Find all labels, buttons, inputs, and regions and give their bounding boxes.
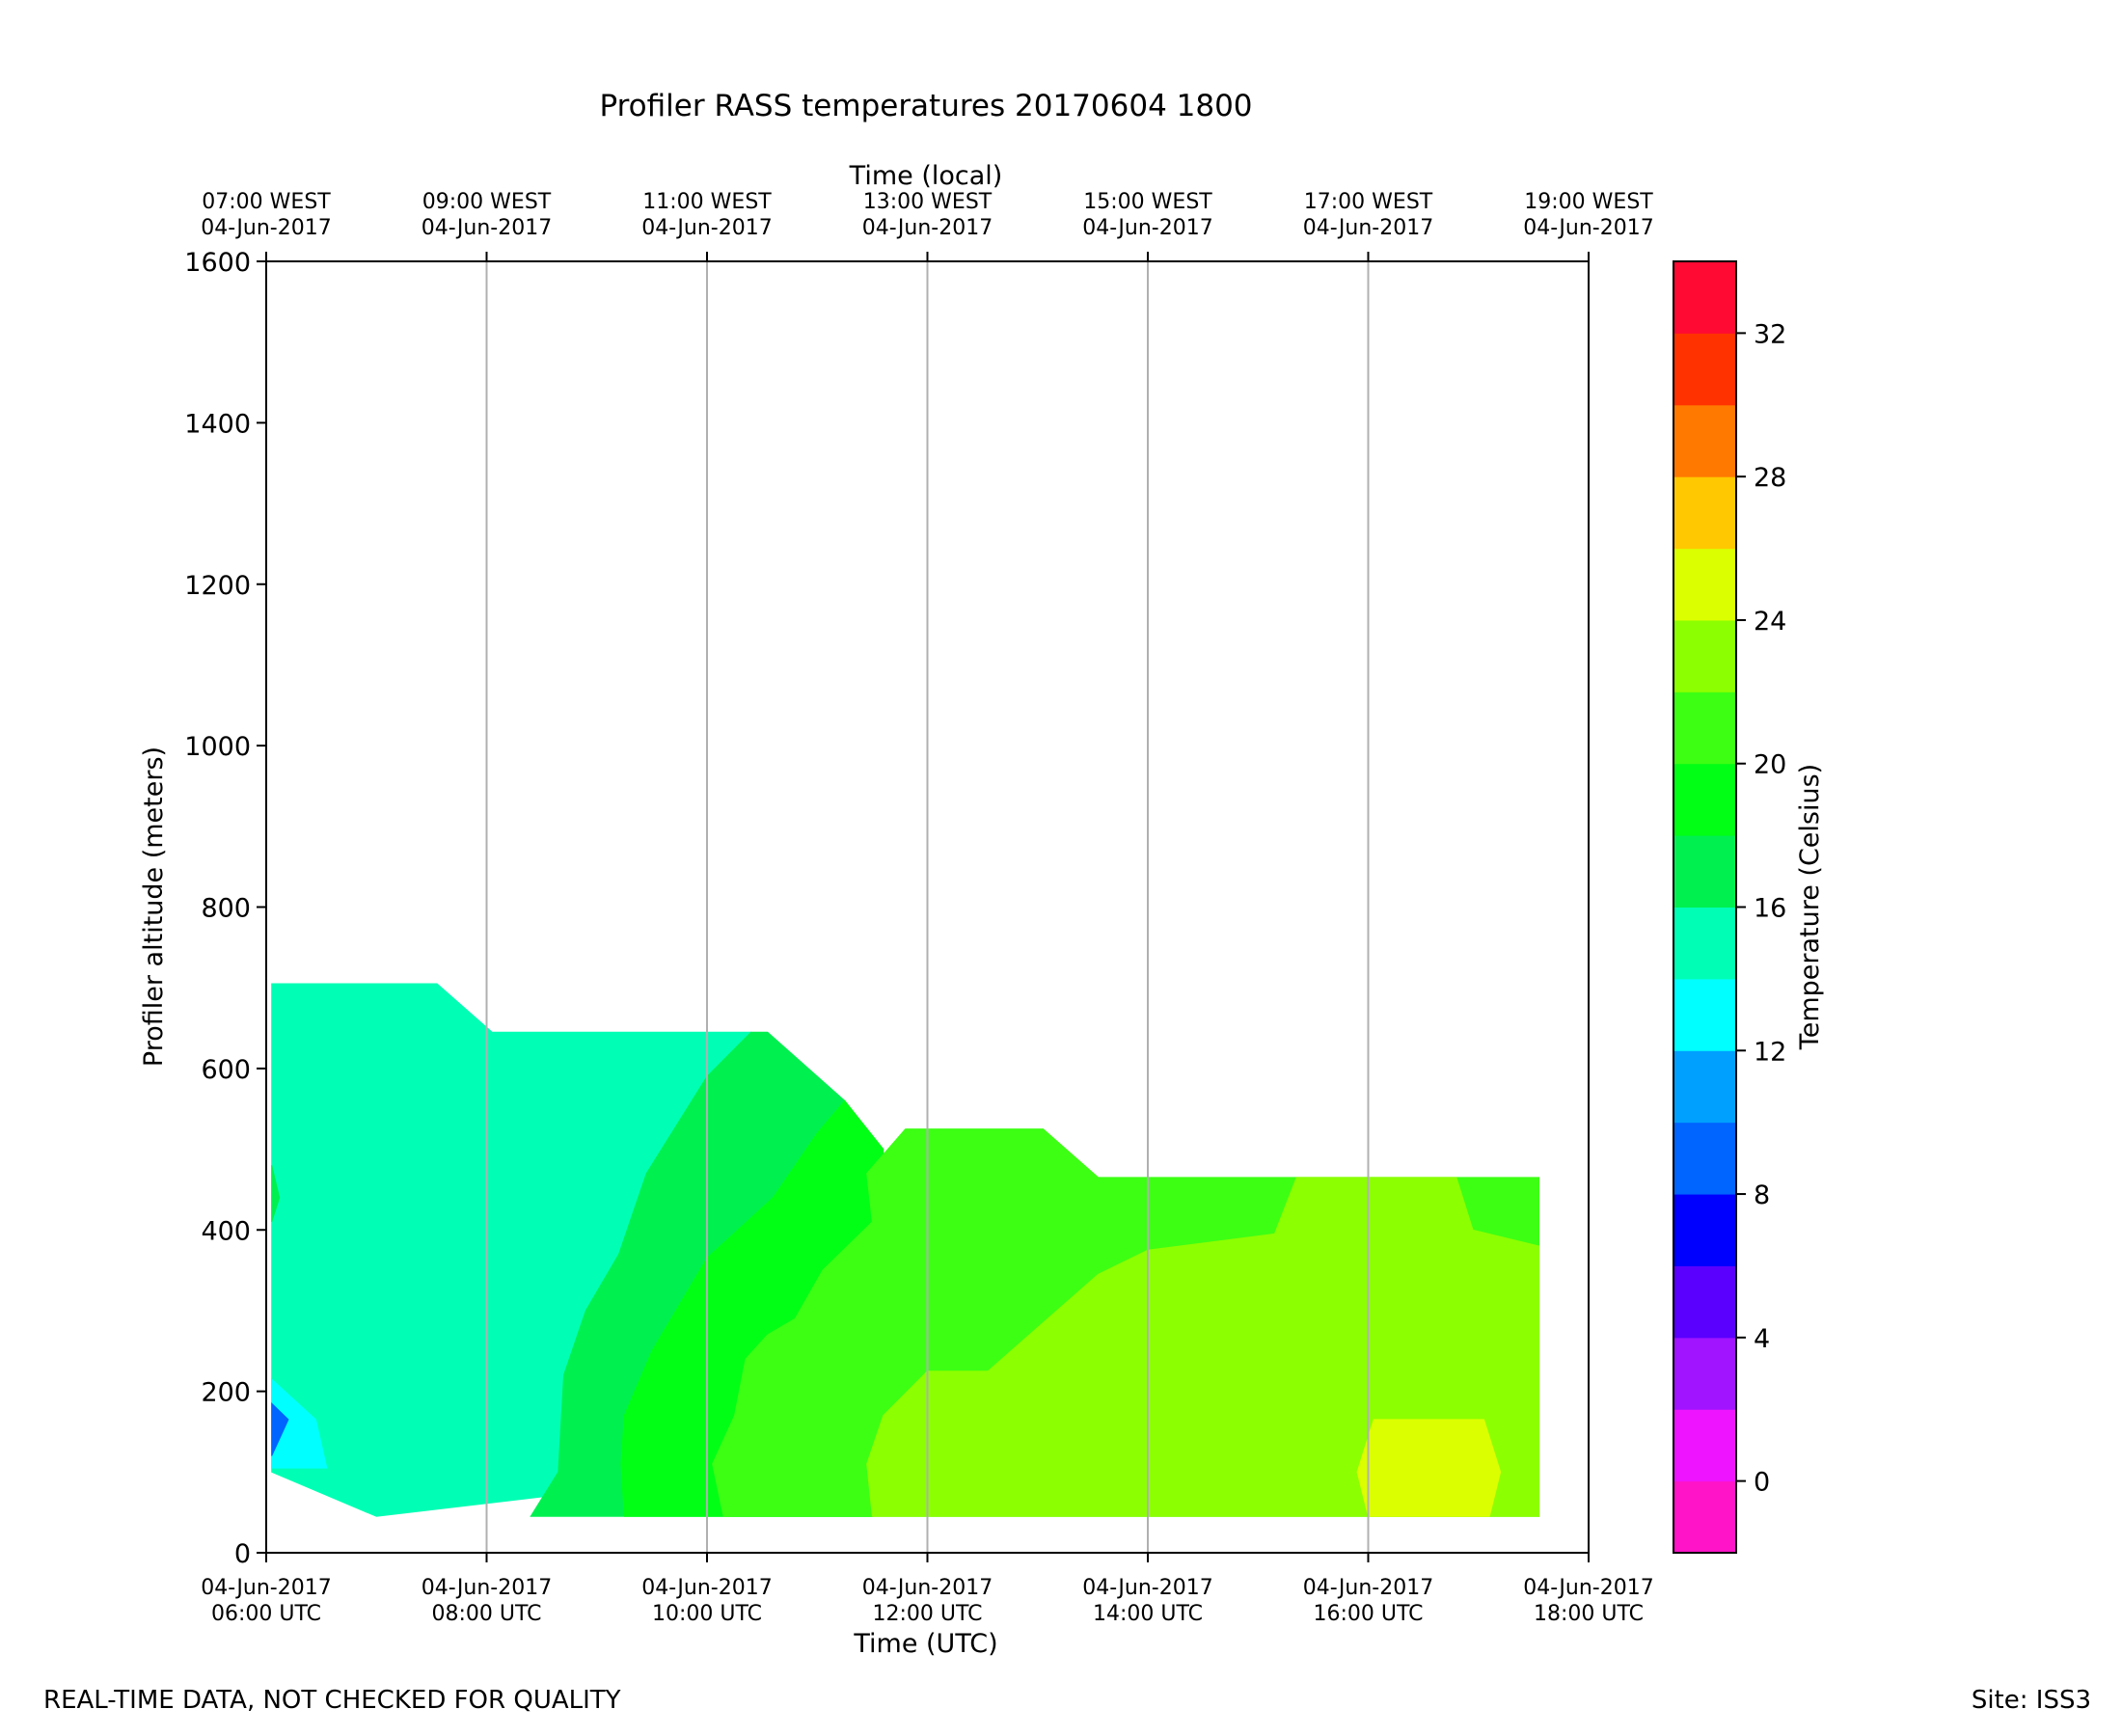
top-tick-date-0: 04-Jun-2017 — [201, 216, 331, 240]
bottom-tick-date-4: 04-Jun-2017 — [1082, 1576, 1212, 1600]
chart-title: Profiler RASS temperatures 20170604 1800 — [599, 89, 1252, 123]
top-tick-date-4: 04-Jun-2017 — [1082, 216, 1212, 240]
bottom-tick-time-5: 16:00 UTC — [1313, 1602, 1423, 1626]
vertical-gridlines — [485, 261, 1370, 1553]
bottom-tick-date-1: 04-Jun-2017 — [422, 1576, 552, 1600]
colorbar-tick-label-3: 12 — [1754, 1037, 1786, 1067]
region-16-18-3 — [271, 1165, 281, 1223]
bottom-tick-date-2: 04-Jun-2017 — [641, 1576, 772, 1600]
top-tick-date-1: 04-Jun-2017 — [422, 216, 552, 240]
bottom-tick-time-1: 08:00 UTC — [431, 1602, 541, 1626]
y-tick-label-1: 200 — [201, 1378, 251, 1408]
top-tick-time-0: 07:00 WEST — [202, 190, 331, 214]
y-tick-label-4: 800 — [201, 894, 251, 924]
colorbar-level-12 — [1673, 619, 1736, 692]
top-tick-time-3: 13:00 WEST — [863, 190, 993, 214]
bottom-tick-time-2: 10:00 UTC — [652, 1602, 762, 1626]
bottom-tick-date-0: 04-Jun-2017 — [201, 1576, 331, 1600]
y-tick-label-6: 1200 — [184, 571, 251, 601]
colorbar-label: Temperature (Celsius) — [1795, 764, 1825, 1050]
y-axis-ticks: 0 200 400 600 800 1000 1200 1400 1600 — [184, 248, 266, 1569]
bottom-axis-label: Time (UTC) — [853, 1629, 997, 1659]
bottom-tick-date-6: 04-Jun-2017 — [1523, 1576, 1653, 1600]
colorbar-level-6 — [1673, 1050, 1736, 1124]
colorbar-level-17 — [1673, 261, 1736, 334]
colorbar: 0 4 8 12 16 20 24 28 32 — [1673, 260, 1786, 1554]
colorbar-tick-label-7: 28 — [1754, 463, 1786, 493]
top-tick-time-2: 11:00 WEST — [642, 190, 772, 214]
y-tick-label-8: 1600 — [184, 248, 251, 278]
colorbar-tick-label-1: 4 — [1754, 1324, 1770, 1354]
top-tick-time-4: 15:00 WEST — [1083, 190, 1212, 214]
colorbar-tick-label-4: 16 — [1754, 894, 1786, 924]
colorbar-tick-label-6: 24 — [1754, 607, 1786, 637]
bottom-tick-date-3: 04-Jun-2017 — [862, 1576, 993, 1600]
y-tick-label-0: 0 — [234, 1539, 251, 1569]
colorbar-level-16 — [1673, 333, 1736, 406]
colorbar-level-1 — [1673, 1409, 1736, 1482]
y-tick-label-7: 1400 — [184, 409, 251, 439]
region-24-26-8 — [1356, 1419, 1502, 1517]
colorbar-tick-label-5: 20 — [1754, 750, 1786, 780]
colorbar-level-5 — [1673, 1122, 1736, 1195]
top-tick-date-5: 04-Jun-2017 — [1303, 216, 1433, 240]
colorbar-level-11 — [1673, 692, 1736, 765]
y-tick-label-5: 1000 — [184, 732, 251, 762]
top-tick-date-3: 04-Jun-2017 — [862, 216, 993, 240]
top-tick-time-5: 17:00 WEST — [1304, 190, 1433, 214]
top-axis-label: Time (local) — [849, 161, 1003, 191]
colorbar-level-9 — [1673, 835, 1736, 908]
colorbar-tick-label-8: 32 — [1754, 319, 1786, 349]
colorbar-level-0 — [1673, 1480, 1736, 1554]
bottom-tick-time-4: 14:00 UTC — [1093, 1602, 1203, 1626]
top-tick-time-6: 19:00 WEST — [1524, 190, 1653, 214]
colorbar-level-3 — [1673, 1265, 1736, 1339]
region-10-12-2 — [271, 1402, 289, 1456]
y-axis-label: Profiler altitude (meters) — [139, 746, 169, 1067]
site-label: Site: ISS3 — [1971, 1686, 2091, 1715]
temperature-regions — [271, 983, 1540, 1517]
y-tick-label-2: 400 — [201, 1216, 251, 1246]
colorbar-tick-label-2: 8 — [1754, 1180, 1770, 1210]
colorbar-level-7 — [1673, 978, 1736, 1051]
top-tick-date-2: 04-Jun-2017 — [641, 216, 772, 240]
colorbar-level-14 — [1673, 476, 1736, 550]
quality-disclaimer: REAL-TIME DATA, NOT CHECKED FOR QUALITY — [43, 1686, 621, 1715]
bottom-tick-time-0: 06:00 UTC — [211, 1602, 321, 1626]
top-tick-date-6: 04-Jun-2017 — [1523, 216, 1653, 240]
colorbar-level-13 — [1673, 548, 1736, 621]
colorbar-level-10 — [1673, 763, 1736, 836]
colorbar-tick-label-0: 0 — [1754, 1468, 1770, 1498]
colorbar-level-15 — [1673, 404, 1736, 477]
bottom-tick-time-3: 12:00 UTC — [872, 1602, 982, 1626]
y-tick-label-3: 600 — [201, 1055, 251, 1085]
colorbar-level-8 — [1673, 907, 1736, 980]
colorbar-level-4 — [1673, 1194, 1736, 1266]
bottom-tick-date-5: 04-Jun-2017 — [1303, 1576, 1433, 1600]
top-tick-time-1: 09:00 WEST — [422, 190, 552, 214]
bottom-tick-time-6: 18:00 UTC — [1534, 1602, 1644, 1626]
colorbar-level-2 — [1673, 1337, 1736, 1410]
